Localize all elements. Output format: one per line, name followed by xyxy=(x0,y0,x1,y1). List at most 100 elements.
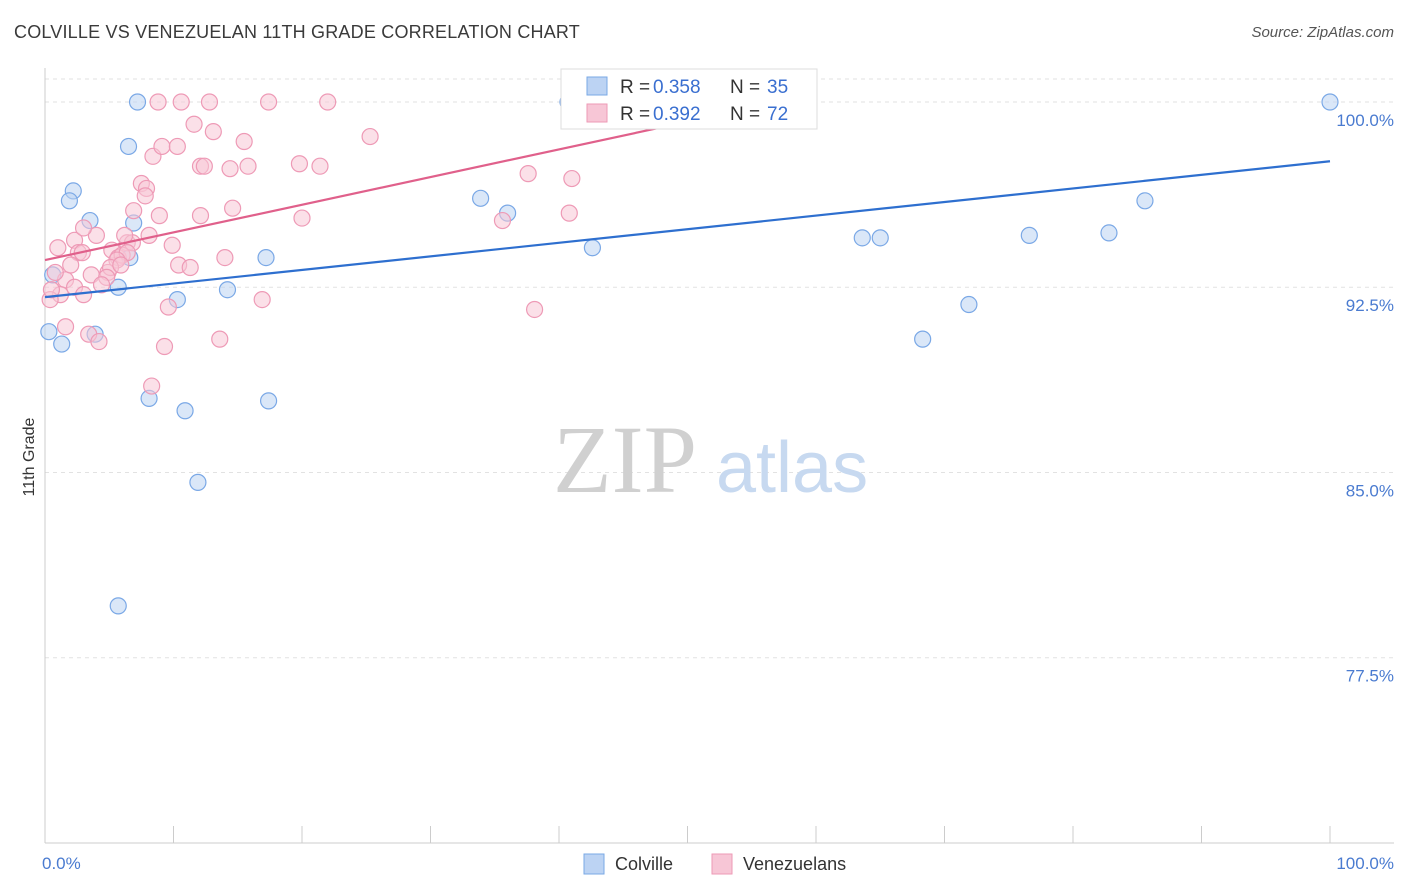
venezuelans-point xyxy=(153,137,171,156)
colville-point xyxy=(1136,192,1154,210)
colville-point xyxy=(259,392,278,410)
chart-title: COLVILLE VS VENEZUELAN 11TH GRADE CORREL… xyxy=(14,22,581,42)
venezuelans-point xyxy=(221,160,239,178)
legend-r-value-venezuelans: 0.392 xyxy=(653,104,701,125)
venezuelans-point xyxy=(159,298,177,316)
watermark-zip: ZIP xyxy=(553,406,697,513)
venezuelans-point xyxy=(136,187,154,205)
venezuelans-point xyxy=(87,226,106,244)
venezuelans-point xyxy=(563,169,581,188)
legend-n-value-venezuelans: 72 xyxy=(767,104,788,125)
colville-point xyxy=(109,278,127,296)
venezuelans-point xyxy=(259,93,278,111)
venezuelans-point xyxy=(253,290,271,309)
trend-lines xyxy=(44,120,1331,299)
venezuelans-point xyxy=(46,263,64,282)
venezuelans-point xyxy=(185,115,203,133)
venezuelans-point xyxy=(163,236,181,254)
venezuelans-point xyxy=(125,202,143,220)
colville-point xyxy=(40,323,58,341)
colville-point xyxy=(109,597,127,615)
colville-point xyxy=(1020,226,1038,244)
venezuelans-point xyxy=(150,207,168,225)
venezuelans-point xyxy=(149,93,167,111)
venezuelans-point xyxy=(519,165,537,183)
source-label: Source: ZipAtlas.com xyxy=(1251,24,1394,41)
colville-point xyxy=(60,192,79,210)
colville-point xyxy=(257,249,275,267)
venezuelans-point xyxy=(143,377,161,395)
bottom-legend-colville: Colville xyxy=(615,854,673,874)
venezuelans-point xyxy=(525,300,544,319)
legend-r-label-venezuelans: R = xyxy=(620,104,650,125)
venezuelans-point xyxy=(42,281,61,299)
venezuelans-point xyxy=(216,249,234,267)
legend-swatch-colville xyxy=(586,76,608,96)
axes xyxy=(44,68,1394,844)
venezuelans-point xyxy=(195,157,213,175)
bottom-legend-swatch-colville xyxy=(583,853,605,875)
legend-n-value-colville: 35 xyxy=(767,77,788,98)
venezuelans-point xyxy=(155,337,174,356)
venezuelans-point xyxy=(235,132,253,151)
venezuelans-point xyxy=(361,127,379,146)
venezuelans-trend-line xyxy=(44,120,688,262)
colville-point xyxy=(1321,93,1339,111)
legend-n-label-venezuelans: N = xyxy=(730,104,760,125)
venezuelans-point xyxy=(62,256,80,274)
colville-point xyxy=(119,137,138,156)
venezuelans-point xyxy=(200,93,219,111)
venezuelans-point xyxy=(172,93,190,111)
y-axis-label: 11th Grade xyxy=(21,417,38,496)
y-tick-labels: 100.0% 92.5% 85.0% 77.5% xyxy=(1336,111,1394,686)
legend-n-label-colville: N = xyxy=(730,77,760,98)
colville-point xyxy=(583,239,602,257)
venezuelans-point xyxy=(560,204,578,222)
venezuelans-point xyxy=(90,332,108,351)
venezuelans-point xyxy=(293,209,311,227)
venezuelans-point xyxy=(74,219,93,237)
venezuelans-point xyxy=(204,123,222,141)
colville-point xyxy=(176,402,194,420)
venezuelans-point xyxy=(191,207,210,225)
colville-point xyxy=(1100,224,1118,242)
colville-point xyxy=(914,330,932,348)
y-tick-label: 85.0% xyxy=(1346,481,1394,500)
colville-point xyxy=(871,229,889,247)
x-tick-max: 100.0% xyxy=(1336,854,1394,873)
legend-swatch-venezuelans xyxy=(586,103,608,123)
colville-point xyxy=(128,93,147,111)
venezuelans-point xyxy=(319,93,337,111)
venezuelans-point xyxy=(224,199,242,217)
bottom-legend-venezuelans: Venezuelans xyxy=(743,854,846,874)
colville-point xyxy=(960,295,978,314)
venezuelans-point xyxy=(239,157,257,175)
data-points xyxy=(40,93,1339,615)
venezuelans-point xyxy=(311,157,329,175)
series-venezuelans xyxy=(41,93,581,395)
stats-legend: R = 0.358 N = 35 R = 0.392 N = 72 xyxy=(560,68,818,130)
venezuelans-point xyxy=(211,330,229,348)
y-tick-label: 100.0% xyxy=(1336,111,1394,130)
x-tick-min: 0.0% xyxy=(42,854,81,873)
legend-r-value-colville: 0.358 xyxy=(653,77,701,98)
colville-point xyxy=(189,473,207,491)
y-tick-label: 92.5% xyxy=(1346,296,1394,315)
venezuelans-point xyxy=(493,211,512,230)
y-tick-label: 77.5% xyxy=(1346,667,1394,686)
bottom-legend: Colville Venezuelans xyxy=(583,853,846,875)
venezuelans-point xyxy=(112,256,130,274)
colville-point xyxy=(218,281,237,299)
venezuelans-point xyxy=(168,137,186,156)
venezuelans-point xyxy=(56,318,75,336)
venezuelans-point xyxy=(49,239,67,257)
colville-point xyxy=(472,189,490,207)
venezuelans-point xyxy=(181,258,199,277)
venezuelans-point xyxy=(290,155,309,173)
venezuelans-point xyxy=(92,276,111,294)
colville-point xyxy=(853,229,871,247)
bottom-legend-swatch-venezuelans xyxy=(711,853,733,875)
colville-trend-line xyxy=(44,160,1331,299)
colville-point xyxy=(53,335,71,353)
